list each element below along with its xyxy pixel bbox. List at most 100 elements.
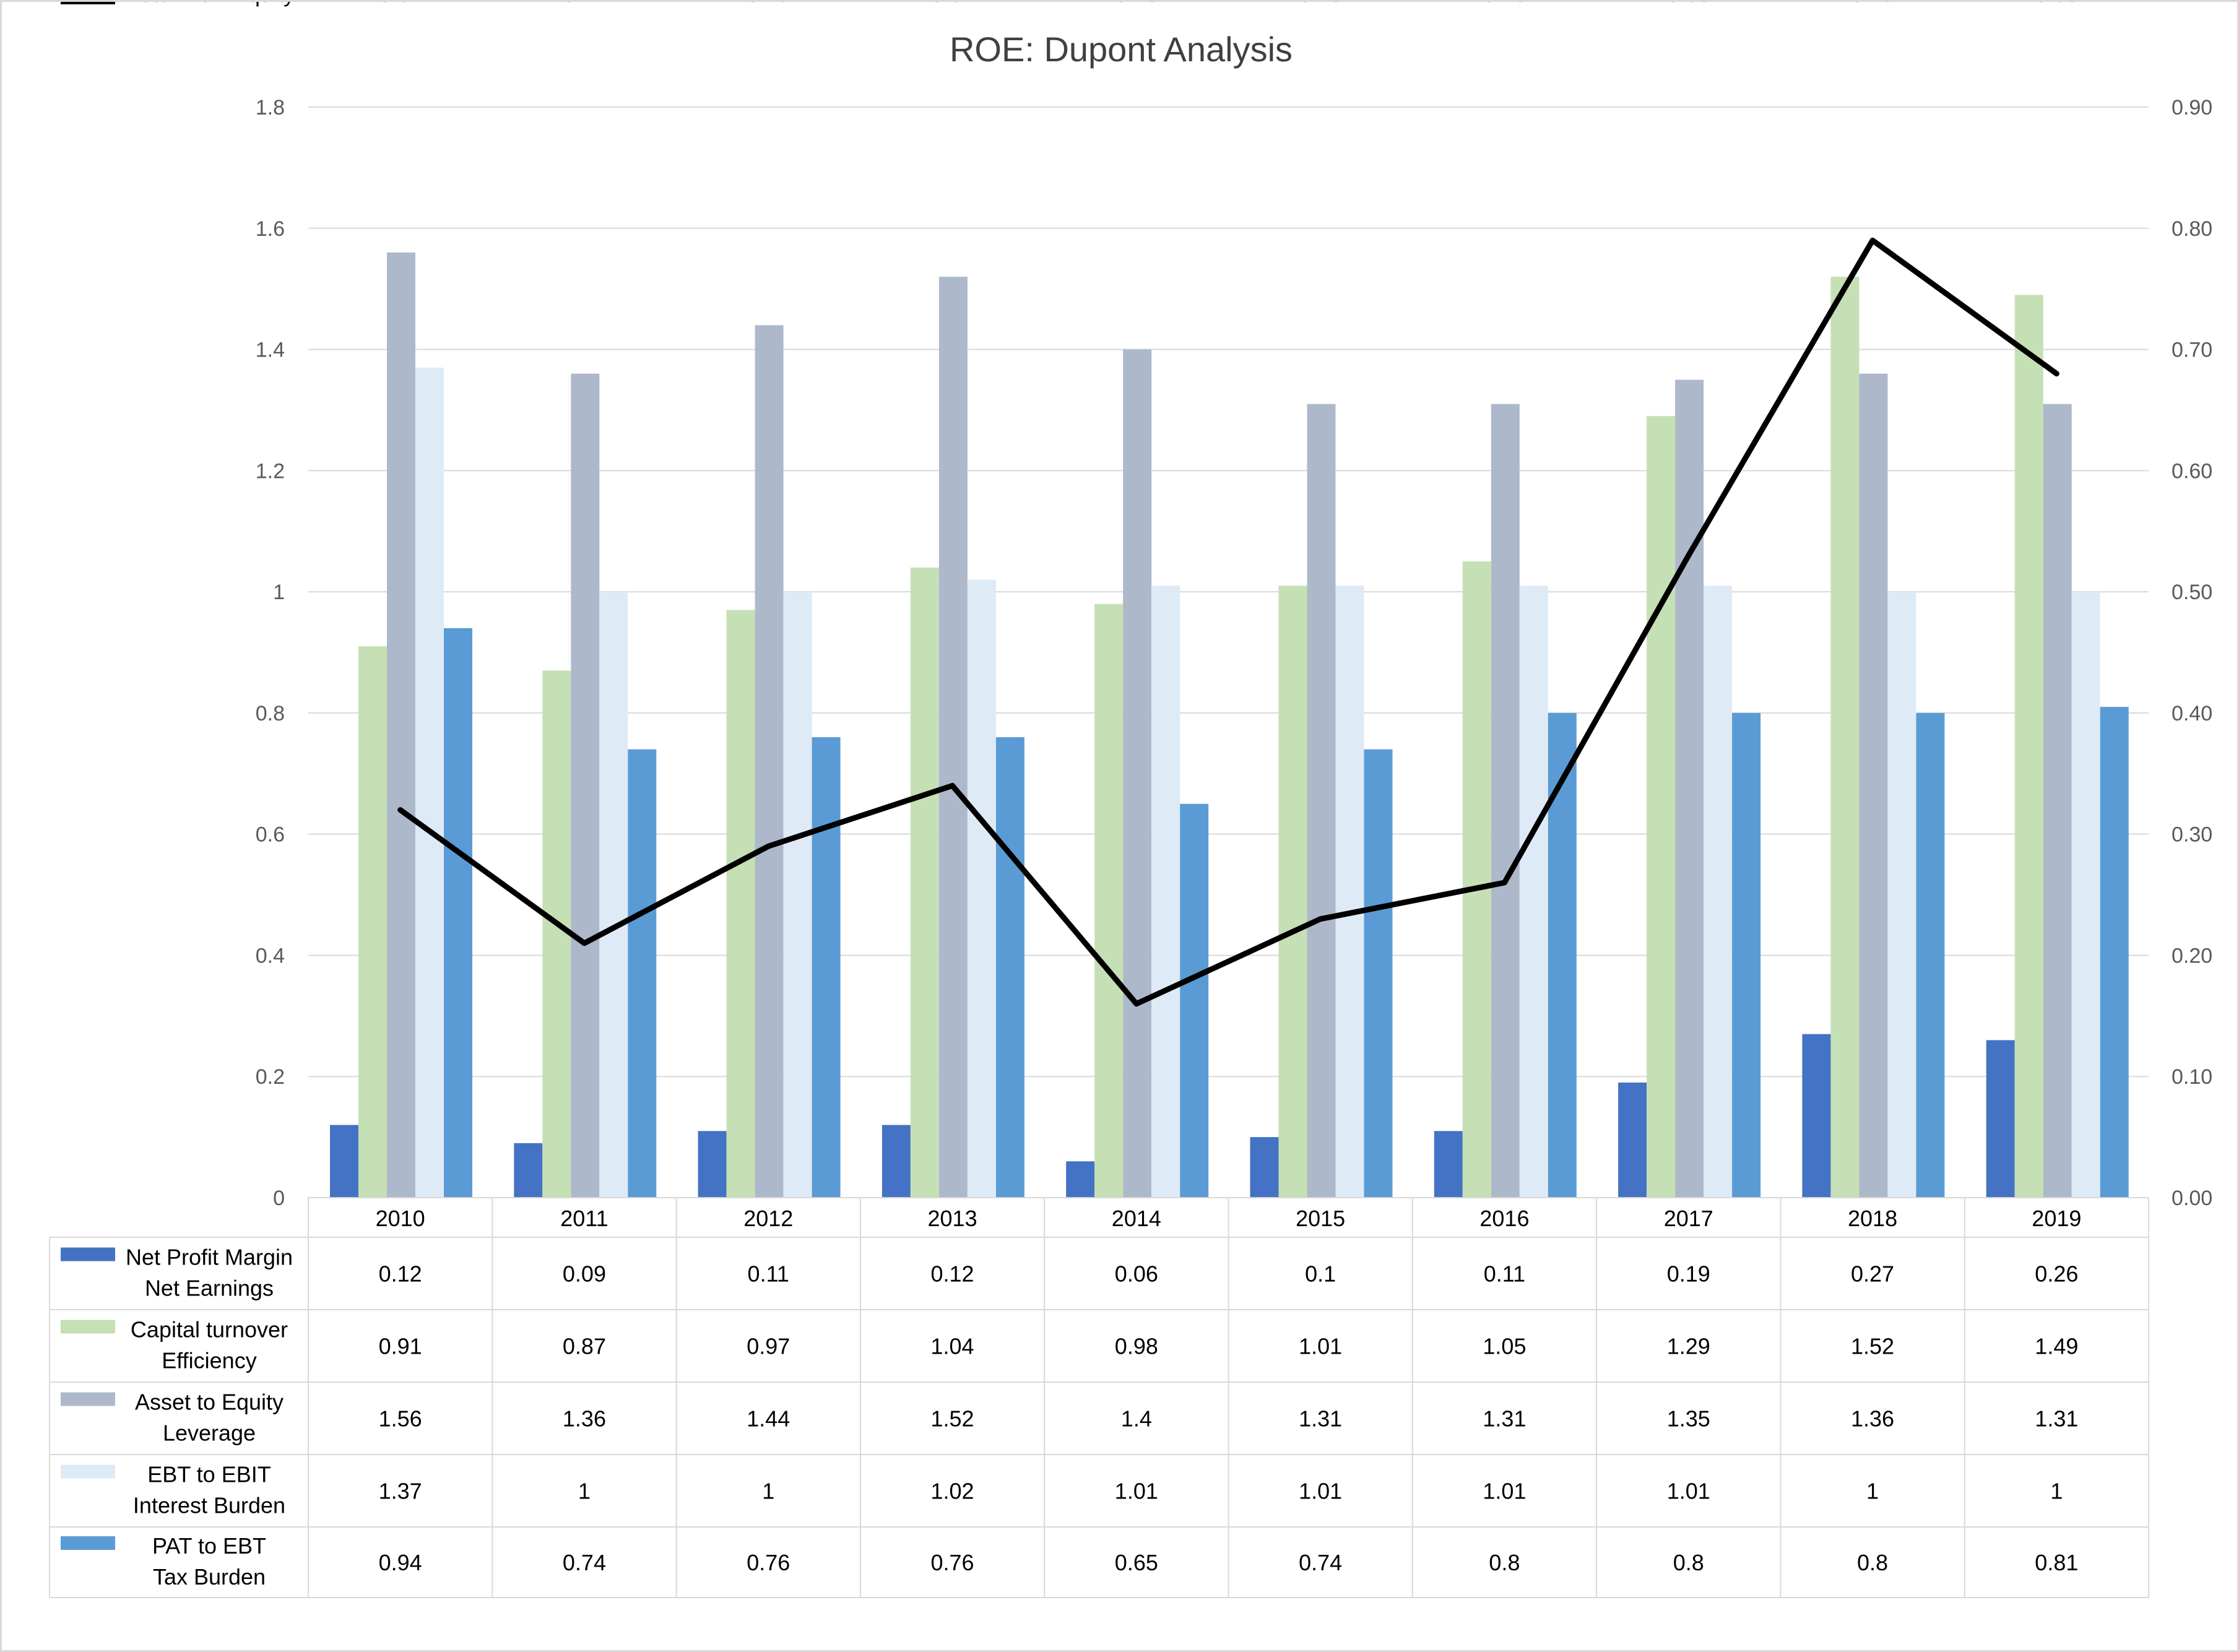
bar: [1618, 1083, 1647, 1198]
secondary-tick-label: 0.10: [2172, 1065, 2212, 1089]
table-cell-value: 0.12: [931, 1261, 974, 1287]
bar: [2100, 707, 2129, 1198]
table-cell-value: 0.53: [1667, 2, 1710, 7]
legend-label: Net Earnings: [145, 1276, 274, 1301]
legend-label: Capital turnover: [131, 1317, 288, 1343]
category-label: 2019: [2032, 1206, 2081, 1231]
bar: [1548, 712, 1577, 1198]
primary-tick-label: 0: [273, 1187, 285, 1210]
bar: [967, 579, 996, 1198]
chart-title: ROE: Dupont Analysis: [950, 30, 1293, 69]
bar: [1887, 592, 1916, 1198]
bar: [1802, 1034, 1831, 1198]
category-label: 2012: [743, 1206, 793, 1231]
bar: [1180, 803, 1209, 1198]
category-label: 2016: [1479, 1206, 1529, 1231]
table-cell-value: 0.94: [379, 1550, 422, 1575]
legend-label: Efficiency: [162, 1348, 256, 1373]
category-label: 2018: [1848, 1206, 1897, 1231]
legend-label: Asset to Equity: [135, 1390, 284, 1415]
bar: [628, 749, 657, 1198]
table-cell-value: 1.31: [2035, 1406, 2078, 1432]
table-cell-value: 0.11: [1484, 1261, 1525, 1287]
category-label: 2010: [376, 1206, 425, 1231]
table-cell-value: 1: [1866, 1479, 1879, 1504]
bar: [1519, 586, 1548, 1198]
bar: [783, 592, 812, 1198]
table-cell-value: 0.29: [747, 2, 790, 7]
bar: [1434, 1131, 1463, 1198]
bar-marks: [330, 252, 2129, 1198]
category-label: 2015: [1296, 1206, 1345, 1231]
table-cell-value: 1.31: [1299, 1406, 1342, 1432]
table-cell-value: 1.29: [1667, 1334, 1710, 1359]
table-cell-value: 1.01: [1115, 1479, 1158, 1504]
table-cell-value: 1.36: [1851, 1406, 1894, 1432]
primary-tick-label: 1.6: [256, 217, 285, 241]
legend-swatch: [61, 1464, 115, 1479]
table-cell-value: 1.05: [1483, 1334, 1526, 1359]
table-cell-value: 1.37: [379, 1479, 422, 1504]
bar: [1916, 712, 1945, 1198]
table-cell-value: 1.31: [1483, 1406, 1526, 1432]
table-cell-value: 0.91: [379, 1334, 422, 1359]
secondary-tick-label: 0.60: [2172, 459, 2212, 483]
bar: [1830, 277, 1860, 1198]
bar: [1491, 404, 1520, 1198]
category-label: 2017: [1664, 1206, 1713, 1231]
table-cell-value: 0.26: [2035, 1261, 2078, 1287]
table-cell-value: 0.8: [1857, 1550, 1888, 1575]
legend-label: PAT to EBT: [152, 1533, 266, 1559]
bar: [1732, 712, 1761, 1198]
table-cell-value: 1: [2050, 1479, 2063, 1504]
table-cell-value: 0.98: [1115, 1334, 1158, 1359]
bar: [1094, 603, 1124, 1198]
bar: [514, 1143, 543, 1198]
secondary-tick-label: 0.00: [2172, 1187, 2212, 1210]
secondary-tick-label: 0.70: [2172, 339, 2212, 362]
table-cell-value: 1.44: [747, 1406, 790, 1432]
bar: [755, 325, 784, 1198]
roe-line: [397, 237, 2059, 1007]
table-cell-value: 0.16: [1115, 2, 1158, 7]
secondary-tick-label: 0.50: [2172, 581, 2212, 604]
legend-swatch: [61, 1536, 115, 1550]
bar: [1066, 1161, 1095, 1198]
secondary-tick-label: 0.90: [2172, 96, 2212, 119]
bar: [1704, 586, 1733, 1198]
table-cell-value: 1.36: [563, 1406, 606, 1432]
table-cell-value: 0.68: [2035, 2, 2078, 7]
table-cell-value: 1: [762, 1479, 774, 1504]
table-cell-value: 0.12: [379, 1261, 422, 1287]
secondary-tick-label: 0.30: [2172, 823, 2212, 847]
table-cell-value: 0.74: [1299, 1550, 1342, 1575]
bar: [415, 367, 444, 1198]
bar: [330, 1125, 358, 1198]
bar: [2071, 592, 2100, 1198]
table-cell-value: 0.06: [1115, 1261, 1158, 1287]
bar: [910, 567, 939, 1198]
bar: [698, 1131, 727, 1198]
primary-tick-label: 0.6: [256, 823, 285, 847]
primary-y-axis: 0 0.2 0.4 0.6 0.8 1 1.2 1.4 1.6 1.8: [256, 96, 285, 1210]
bar: [2043, 404, 2072, 1198]
table-cell-value: 1.01: [1483, 1479, 1526, 1504]
bar: [1123, 349, 1152, 1198]
secondary-tick-label: 0.80: [2172, 217, 2212, 241]
bar: [995, 737, 1024, 1198]
table-cell-value: 1.01: [1299, 1334, 1342, 1359]
legend-label: Interest Burden: [133, 1493, 285, 1518]
table-cell-value: 1.01: [1299, 1479, 1342, 1504]
bar: [1675, 379, 1704, 1198]
secondary-y-axis: 0.00 0.10 0.20 0.30 0.40 0.50 0.60 0.70 0.80 0.90: [2172, 96, 2212, 1210]
table-cell-value: 0.97: [747, 1334, 790, 1359]
legend-swatch: [61, 1247, 115, 1261]
bar: [358, 646, 387, 1198]
table-cell-value: 0.21: [563, 2, 606, 7]
legend-label: Net Profit Margin: [126, 1245, 293, 1270]
legend-label: Return On Equity: [124, 2, 295, 7]
secondary-tick-label: 0.40: [2172, 702, 2212, 725]
bar: [1335, 586, 1364, 1198]
table-cell-value: 1.52: [931, 1406, 974, 1432]
